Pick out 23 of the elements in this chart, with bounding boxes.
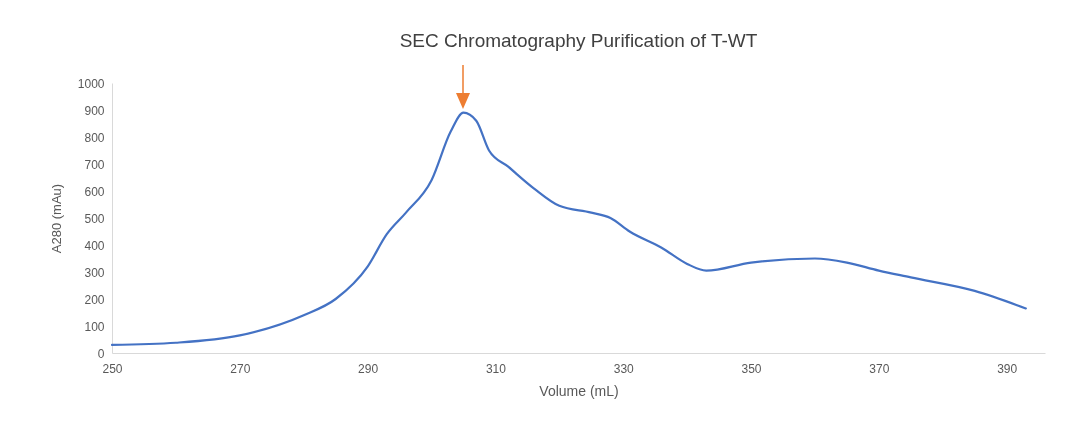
y-tick-label: 600 (84, 184, 105, 199)
y-tick-label: 1000 (77, 76, 105, 91)
y-tick-label: 800 (84, 130, 105, 145)
line-series (110, 111, 1027, 346)
y-tick-label: 400 (84, 238, 105, 253)
x-tick-label: 350 (741, 361, 762, 376)
x-tick-label: 390 (997, 361, 1018, 376)
x-tick-label: 290 (358, 361, 379, 376)
y-tick-label: 100 (84, 319, 105, 334)
x-tick-label: 250 (102, 361, 123, 376)
x-axis-title: Volume (mL) (539, 382, 619, 399)
chart-title: SEC Chromatography Purification of T-WT (399, 30, 758, 51)
x-tick-label: 270 (230, 361, 251, 376)
y-tick-label: 500 (84, 211, 105, 226)
y-tick-label: 200 (84, 292, 105, 307)
x-tick-label: 310 (485, 361, 507, 376)
y-axis-title: A280 (mAu) (48, 183, 64, 254)
x-tick-label: 370 (869, 361, 890, 376)
x-tick-label: 330 (613, 361, 635, 376)
y-tick-label: 700 (84, 157, 105, 172)
y-tick-label: 900 (84, 103, 105, 118)
y-tick-label: 300 (84, 265, 105, 280)
y-tick-label: 0 (97, 346, 105, 361)
